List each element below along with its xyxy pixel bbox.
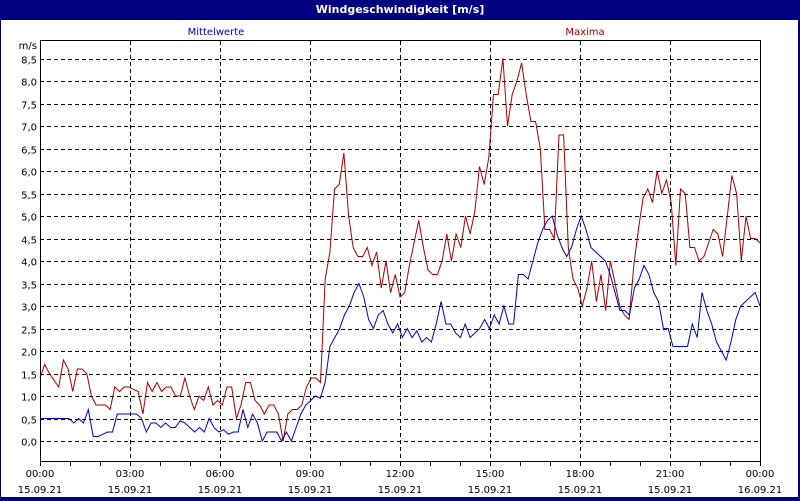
x-tick-time: 00:00 — [746, 469, 775, 480]
x-tick-time: 18:00 — [566, 469, 595, 480]
y-tick-label: 3,0 — [21, 303, 37, 314]
x-tick-date: 15.09.21 — [558, 485, 603, 496]
x-tick-date: 15.09.21 — [198, 485, 243, 496]
x-tick-time: 12:00 — [386, 469, 415, 480]
y-tick-label: 6,0 — [21, 168, 37, 179]
y-tick-label: 1,0 — [21, 393, 37, 404]
y-tick-label: 8,5 — [21, 56, 37, 67]
chart-title: Windgeschwindigkeit [m/s] — [315, 3, 485, 16]
x-tick-date: 15.09.21 — [468, 485, 513, 496]
x-tick-date: 15.09.21 — [648, 485, 693, 496]
y-tick-label: 7,5 — [21, 101, 37, 112]
plot-frame — [40, 40, 761, 462]
y-tick-label: 8,0 — [21, 78, 37, 89]
y-axis-ticks: 0,0 0,5 1,0 1,5 2,0 2,5 3,0 3,5 4,0 4,5 5,0 5,5 6,0 6… — [21, 56, 37, 449]
y-tick-label: 5,0 — [21, 213, 37, 224]
y-tick-label: 3,5 — [21, 281, 37, 292]
y-tick-label: 5,5 — [21, 191, 37, 202]
y-tick-label: 0,5 — [21, 416, 37, 427]
x-tick-time: 00:00 — [26, 469, 55, 480]
x-tick-time: 21:00 — [656, 469, 685, 480]
y-tick-label: 1,5 — [21, 371, 37, 382]
x-tick-date: 15.09.21 — [288, 485, 333, 496]
x-tick-date: 15.09.21 — [18, 485, 63, 496]
x-tick-time: 03:00 — [116, 469, 145, 480]
y-tick-label: 4,0 — [21, 258, 37, 269]
legend-mean: Mittelwerte — [188, 27, 245, 38]
x-tick-time: 15:00 — [476, 469, 505, 480]
x-tick-time: 09:00 — [296, 469, 325, 480]
y-tick-label: 2,0 — [21, 348, 37, 359]
legend-max: Maxima — [565, 27, 604, 38]
y-tick-label: 0,0 — [21, 438, 37, 449]
y-tick-label: 6,5 — [21, 146, 37, 157]
x-tick-time: 06:00 — [206, 469, 235, 480]
y-unit-label: m/s — [19, 41, 37, 52]
series-maxima-line — [39, 58, 761, 442]
chart-svg: Mittelwerte Maxima m/s 0,0 0,5 1,0 1,5 2,0 2,… — [18, 27, 783, 496]
y-tick-label: 2,5 — [21, 326, 37, 337]
grid — [40, 41, 760, 461]
x-tick-date: 15.09.21 — [108, 485, 153, 496]
x-axis-ticks: 00:00 15.09.21 03:00 15.09.21 06:00 15.09.21 0… — [18, 461, 783, 496]
series-mittelwerte-line — [40, 214, 761, 443]
x-tick-date: 15.09.21 — [378, 485, 423, 496]
y-tick-label: 4,5 — [21, 236, 37, 247]
x-tick-date: 16.09.21 — [738, 485, 783, 496]
chart-panel: Mittelwerte Maxima m/s 0,0 0,5 1,0 1,5 2,0 2,… — [1, 20, 798, 497]
y-tick-label: 7,0 — [21, 123, 37, 134]
